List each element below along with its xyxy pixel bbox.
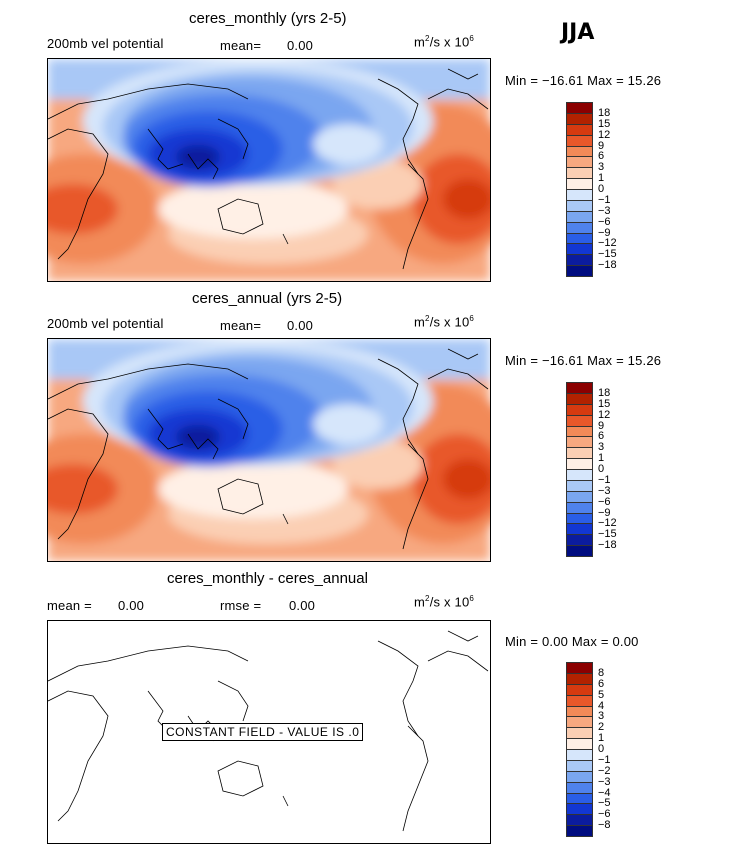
panel3-mean-label: mean = [47,598,92,613]
panel1-map [47,58,491,282]
panel3-constant-field-label: CONSTANT FIELD - VALUE IS .0 [162,723,364,741]
panel2-title: ceres_annual (yrs 2-5) [192,290,343,307]
colorbar-tick-label: −3 [598,484,611,497]
panel2-coastlines [48,348,489,550]
colorbar-tick-label: 1 [598,172,605,185]
panel3-colorbar: 8 6 5 4 3 2 1 0 −1 −2 −3 −4 −5 −6 −8 [566,662,626,837]
colorbar-tick-label: −15 [598,528,617,541]
season-label: JJA [561,20,595,45]
panel1-units: m2/s x 106 [414,34,475,50]
panel1-title: ceres_monthly (yrs 2-5) [189,10,347,27]
colorbar-tick-label: 5 [598,688,605,701]
colorbar-tick-label: −3 [598,775,611,788]
panel3-rmse-value: 0.00 [289,598,316,613]
colorbar-swatch [566,825,593,837]
panel2-mean-value: 0.00 [287,318,314,333]
colorbar-tick-label: 0 [598,463,605,475]
colorbar-tick-label: 6 [598,150,605,163]
panel2-field [48,339,490,561]
colorbar-tick-label: 3 [598,441,605,454]
colorbar-tick-label: 9 [598,419,605,432]
colorbar-tick-label: −12 [598,517,617,530]
colorbar-tick-label: 18 [598,386,611,399]
panel2-minmax: Min = −16.61 Max = 15.26 [505,353,662,368]
panel3-units: m2/s x 106 [414,594,475,610]
colorbar-tick-label: 1 [598,732,605,745]
colorbar-tick-label: 15 [598,397,611,410]
panel2-mean-label: mean= [220,318,262,333]
panel1-mean-label: mean= [220,38,262,53]
panel3-minmax: Min = 0.00 Max = 0.00 [505,634,639,649]
colorbar-tick-label: −2 [598,764,611,777]
panel1-field [48,59,490,281]
panel2-map [47,338,491,562]
colorbar-tick-label: −12 [598,237,617,250]
colorbar-tick-label: −6 [598,215,611,228]
colorbar-tick-label: 9 [598,139,605,152]
colorbar-tick-label: 15 [598,117,611,130]
colorbar-tick-label: −3 [598,204,611,217]
colorbar-tick-label: 3 [598,161,605,174]
panel2-variable-label: 200mb vel potential [47,316,164,331]
colorbar-swatch [566,545,593,557]
colorbar-tick-label: −6 [598,495,611,508]
colorbar-tick-label: −1 [598,753,611,766]
colorbar-tick-label: −1 [598,193,611,206]
panel1-minmax: Min = −16.61 Max = 15.26 [505,73,662,88]
colorbar-tick-label: −5 [598,797,611,810]
colorbar-tick-label: 6 [598,677,605,690]
panel2-colorbar: 18 15 12 9 6 3 1 0 −1 −3 −6 −9 −12 −15 −18 [566,382,626,557]
colorbar-tick-label: −8 [598,819,611,832]
colorbar-tick-label: 0 [598,743,605,755]
colorbar-tick-label: −15 [598,248,617,261]
panel3-title: ceres_monthly - ceres_annual [167,570,368,587]
colorbar-tick-label: 12 [598,128,611,141]
colorbar-tick-label: −6 [598,808,611,821]
colorbar-tick-label: −1 [598,473,611,486]
colorbar-swatch [566,265,593,277]
colorbar-tick-label: 3 [598,710,605,723]
colorbar-tick-label: 2 [598,721,605,734]
colorbar-tick-label: −9 [598,506,611,519]
colorbar-tick-label: −9 [598,226,611,239]
colorbar-tick-label: −4 [598,786,611,799]
colorbar-tick-label: −18 [598,259,617,272]
colorbar-tick-label: 0 [598,183,605,195]
panel2-units: m2/s x 106 [414,314,475,330]
colorbar-tick-label: 8 [598,666,605,679]
colorbar-tick-label: 18 [598,106,611,119]
panel3-rmse-label: rmse = [220,598,262,613]
colorbar-tick-label: 6 [598,430,605,443]
panel1-colorbar: 18 15 12 9 6 3 1 0 −1 −3 −6 −9 −12 −15 −18 [566,102,626,277]
panel1-mean-value: 0.00 [287,38,314,53]
panel3-mean-value: 0.00 [118,598,145,613]
colorbar-tick-label: 4 [598,699,605,712]
colorbar-tick-label: 12 [598,408,611,421]
colorbar-tick-label: 1 [598,452,605,465]
panel1-variable-label: 200mb vel potential [47,36,164,51]
panel1-coastlines [48,68,489,270]
colorbar-tick-label: −18 [598,539,617,552]
